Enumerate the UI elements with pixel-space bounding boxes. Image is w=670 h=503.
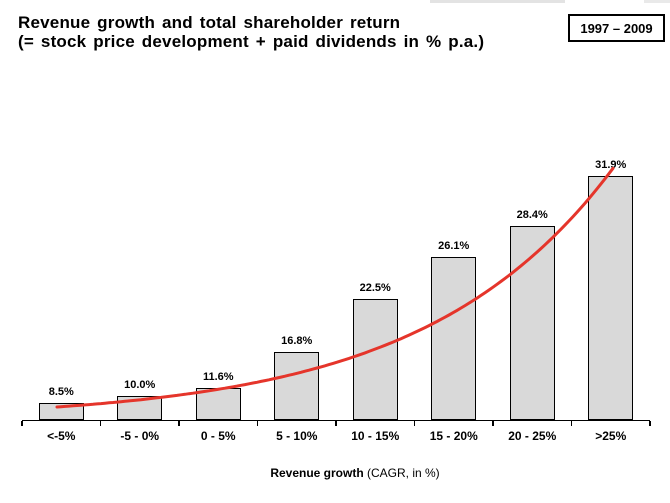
chart-title: Revenue growth and total shareholder ret…	[18, 13, 484, 51]
x-axis-title-regular: (CAGR, in %)	[363, 466, 440, 480]
axis-tick	[649, 421, 651, 426]
bar-value-label: 16.8%	[281, 335, 313, 348]
bar-value-label: 31.9%	[595, 158, 627, 171]
chart-title-line2: (= stock price development + paid divide…	[18, 32, 485, 51]
bar-value-label: 10.0%	[124, 379, 156, 391]
category-label: <-5%	[47, 429, 76, 443]
bar	[117, 396, 163, 420]
bar	[38, 402, 84, 420]
axis-tick	[335, 421, 337, 426]
bar-value-label: 26.1%	[438, 239, 470, 252]
bar	[431, 256, 477, 420]
axis-tick	[413, 421, 416, 426]
period-badge-label: 1997 – 2009	[580, 20, 653, 36]
axis-tick	[21, 421, 23, 426]
category-label: 15 - 20%	[429, 429, 478, 443]
category-label: 5 - 10%	[276, 429, 318, 443]
axis-tick	[178, 421, 180, 426]
x-axis-line	[22, 419, 650, 421]
axis-tick	[256, 421, 259, 426]
bar-value-label: 28.4%	[516, 209, 548, 222]
category-label: 20 - 25%	[508, 429, 557, 443]
axis-tick	[99, 421, 102, 426]
bar	[588, 175, 634, 420]
category-label: -5 - 0%	[120, 429, 160, 443]
period-badge: 1997 – 2009	[568, 14, 665, 42]
bar	[274, 352, 320, 420]
bar-value-label: 8.5%	[48, 385, 74, 398]
bar-value-label: 11.6%	[202, 370, 234, 383]
bar	[195, 387, 241, 420]
bar	[352, 298, 398, 420]
x-axis-title-bold: Revenue growth	[270, 466, 364, 480]
category-label: 0 - 5%	[200, 429, 236, 443]
category-label: 10 - 15%	[351, 429, 400, 443]
axis-tick	[570, 421, 573, 426]
bar	[509, 226, 555, 420]
chart-title-line1: Revenue growth and total shareholder ret…	[18, 13, 401, 32]
top-edge-artifact	[644, 0, 670, 3]
x-axis-title: Revenue growth (CAGR, in %)	[20, 466, 670, 480]
bar-value-label: 22.5%	[359, 281, 391, 294]
category-label: >25%	[595, 429, 627, 443]
top-edge-artifact	[430, 0, 565, 3]
axis-tick	[492, 421, 494, 426]
